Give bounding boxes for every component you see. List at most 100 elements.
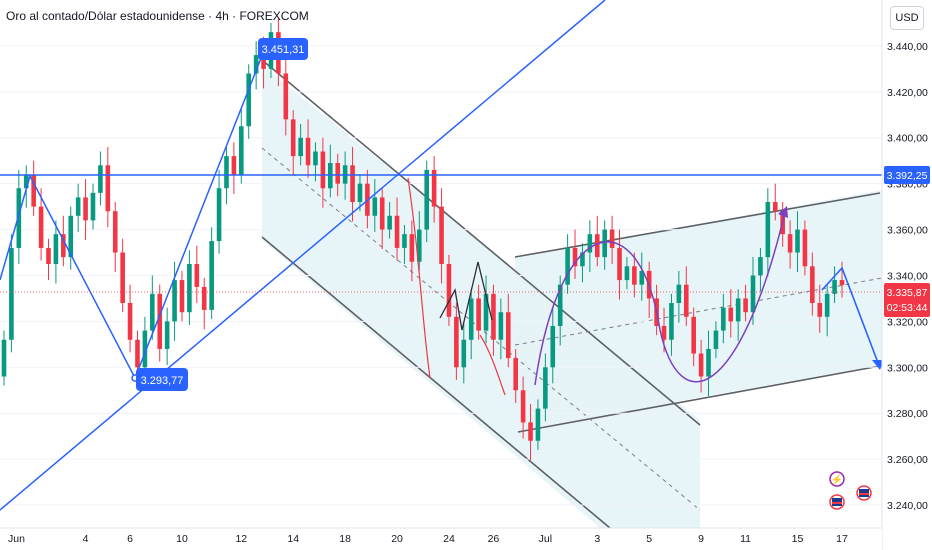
x-tick-label: 3	[594, 533, 600, 545]
candle-body	[46, 247, 51, 264]
candle-body	[832, 280, 837, 294]
candle-body	[387, 215, 392, 230]
candle-body	[476, 298, 481, 331]
high-label-text: 3.451,31	[262, 44, 305, 56]
candle-body	[357, 183, 363, 203]
candle-body	[261, 55, 266, 69]
x-tick-label: 5	[646, 533, 652, 545]
candle-body	[313, 151, 318, 166]
candle-body	[298, 137, 303, 157]
x-tick-label: 4	[83, 533, 89, 545]
candle-body	[505, 312, 511, 359]
candle-body	[187, 264, 192, 313]
zigzag-line	[0, 47, 266, 380]
x-tick-label: 10	[176, 533, 188, 545]
candle-body	[127, 303, 133, 340]
x-tick-label: Jul	[539, 533, 552, 545]
candle-body	[468, 298, 474, 340]
x-tick-label: 17	[836, 533, 848, 545]
candle-body	[9, 247, 14, 340]
candle-body	[112, 211, 118, 253]
candle-body	[120, 252, 125, 304]
candle-body	[75, 197, 81, 216]
y-tick-label: 3.440,00	[887, 41, 928, 53]
candle-body	[61, 234, 66, 258]
candle-body	[394, 215, 400, 248]
candle-body	[150, 293, 155, 331]
candle-body	[164, 321, 170, 349]
candle-body	[98, 165, 103, 193]
x-tick-label: 18	[339, 533, 351, 545]
up-channel-lower	[517, 365, 881, 433]
x-tick-label: 9	[698, 533, 704, 545]
candle-body	[735, 298, 741, 322]
down-channel-upper	[261, 59, 701, 426]
projection-line	[821, 266, 881, 369]
candle-body	[372, 197, 378, 216]
candle-body	[817, 303, 823, 317]
candle-body	[609, 229, 615, 248]
candle-body	[520, 390, 526, 423]
candle-body	[743, 298, 748, 313]
candle-body	[535, 408, 541, 441]
candle-body	[706, 348, 711, 377]
price-tag-current-text: 3.335,87	[887, 287, 928, 299]
candle-body	[16, 188, 22, 248]
candle-body	[135, 339, 140, 368]
down-channel-lower	[261, 236, 611, 529]
candle-body	[572, 247, 578, 267]
cycle-arrow-icon	[778, 206, 788, 218]
y-tick-label: 3.300,00	[887, 362, 928, 374]
candle-body	[810, 266, 815, 304]
candle-body	[38, 206, 44, 248]
candle-body	[721, 307, 726, 331]
candle-body	[528, 422, 533, 441]
candle-body	[105, 165, 111, 212]
candle-body	[461, 339, 467, 368]
x-tick-label: 24	[443, 533, 455, 545]
y-tick-label: 3.260,00	[887, 454, 928, 466]
candle-body	[90, 192, 96, 221]
candle-body	[750, 275, 756, 313]
high-label: 3.451,31	[258, 38, 308, 60]
candle-body	[698, 353, 704, 377]
y-tick-label: 3.320,00	[887, 316, 928, 328]
lightning-icon	[829, 471, 845, 487]
candle-body	[83, 197, 88, 221]
candle-body	[676, 284, 682, 304]
y-tick-label: 3.360,00	[887, 225, 928, 237]
up-channel-midline	[514, 277, 883, 346]
candle-body	[231, 156, 237, 175]
candle-body	[283, 73, 289, 120]
candle-body	[172, 280, 177, 322]
candle-body	[683, 284, 689, 317]
candle-body	[594, 234, 600, 258]
y-tick-label: 3.420,00	[887, 87, 928, 99]
candle-body	[839, 280, 845, 285]
overlay-drawings	[0, 0, 884, 511]
candle-body	[669, 303, 674, 340]
candle-body	[439, 206, 444, 264]
candle-body	[320, 151, 326, 189]
candle-body	[68, 215, 74, 258]
candle-body	[543, 367, 548, 409]
price-tag-current: 3.335,87 02:53:44	[884, 283, 930, 317]
candle-body	[23, 174, 29, 189]
candle-body	[53, 234, 59, 264]
candle-body	[31, 174, 36, 207]
y-tick-label: 3.340,00	[887, 270, 928, 282]
currency-button[interactable]: USD	[890, 6, 924, 30]
countdown-text: 02:53:44	[887, 302, 928, 314]
candle-body	[580, 252, 585, 267]
candle-body	[416, 229, 422, 262]
cycle-curve	[534, 211, 786, 386]
event-markers[interactable]: ⚡	[829, 471, 872, 510]
candle-body	[454, 316, 459, 368]
x-axis: Jun 4 6 10 12 14 18 20 24 26 Jul 3 5 9 11 15 17	[8, 533, 848, 545]
candle-body	[290, 119, 296, 157]
dark-zigzag	[439, 261, 493, 331]
x-tick-label: 15	[792, 533, 804, 545]
candle-body	[765, 202, 771, 258]
